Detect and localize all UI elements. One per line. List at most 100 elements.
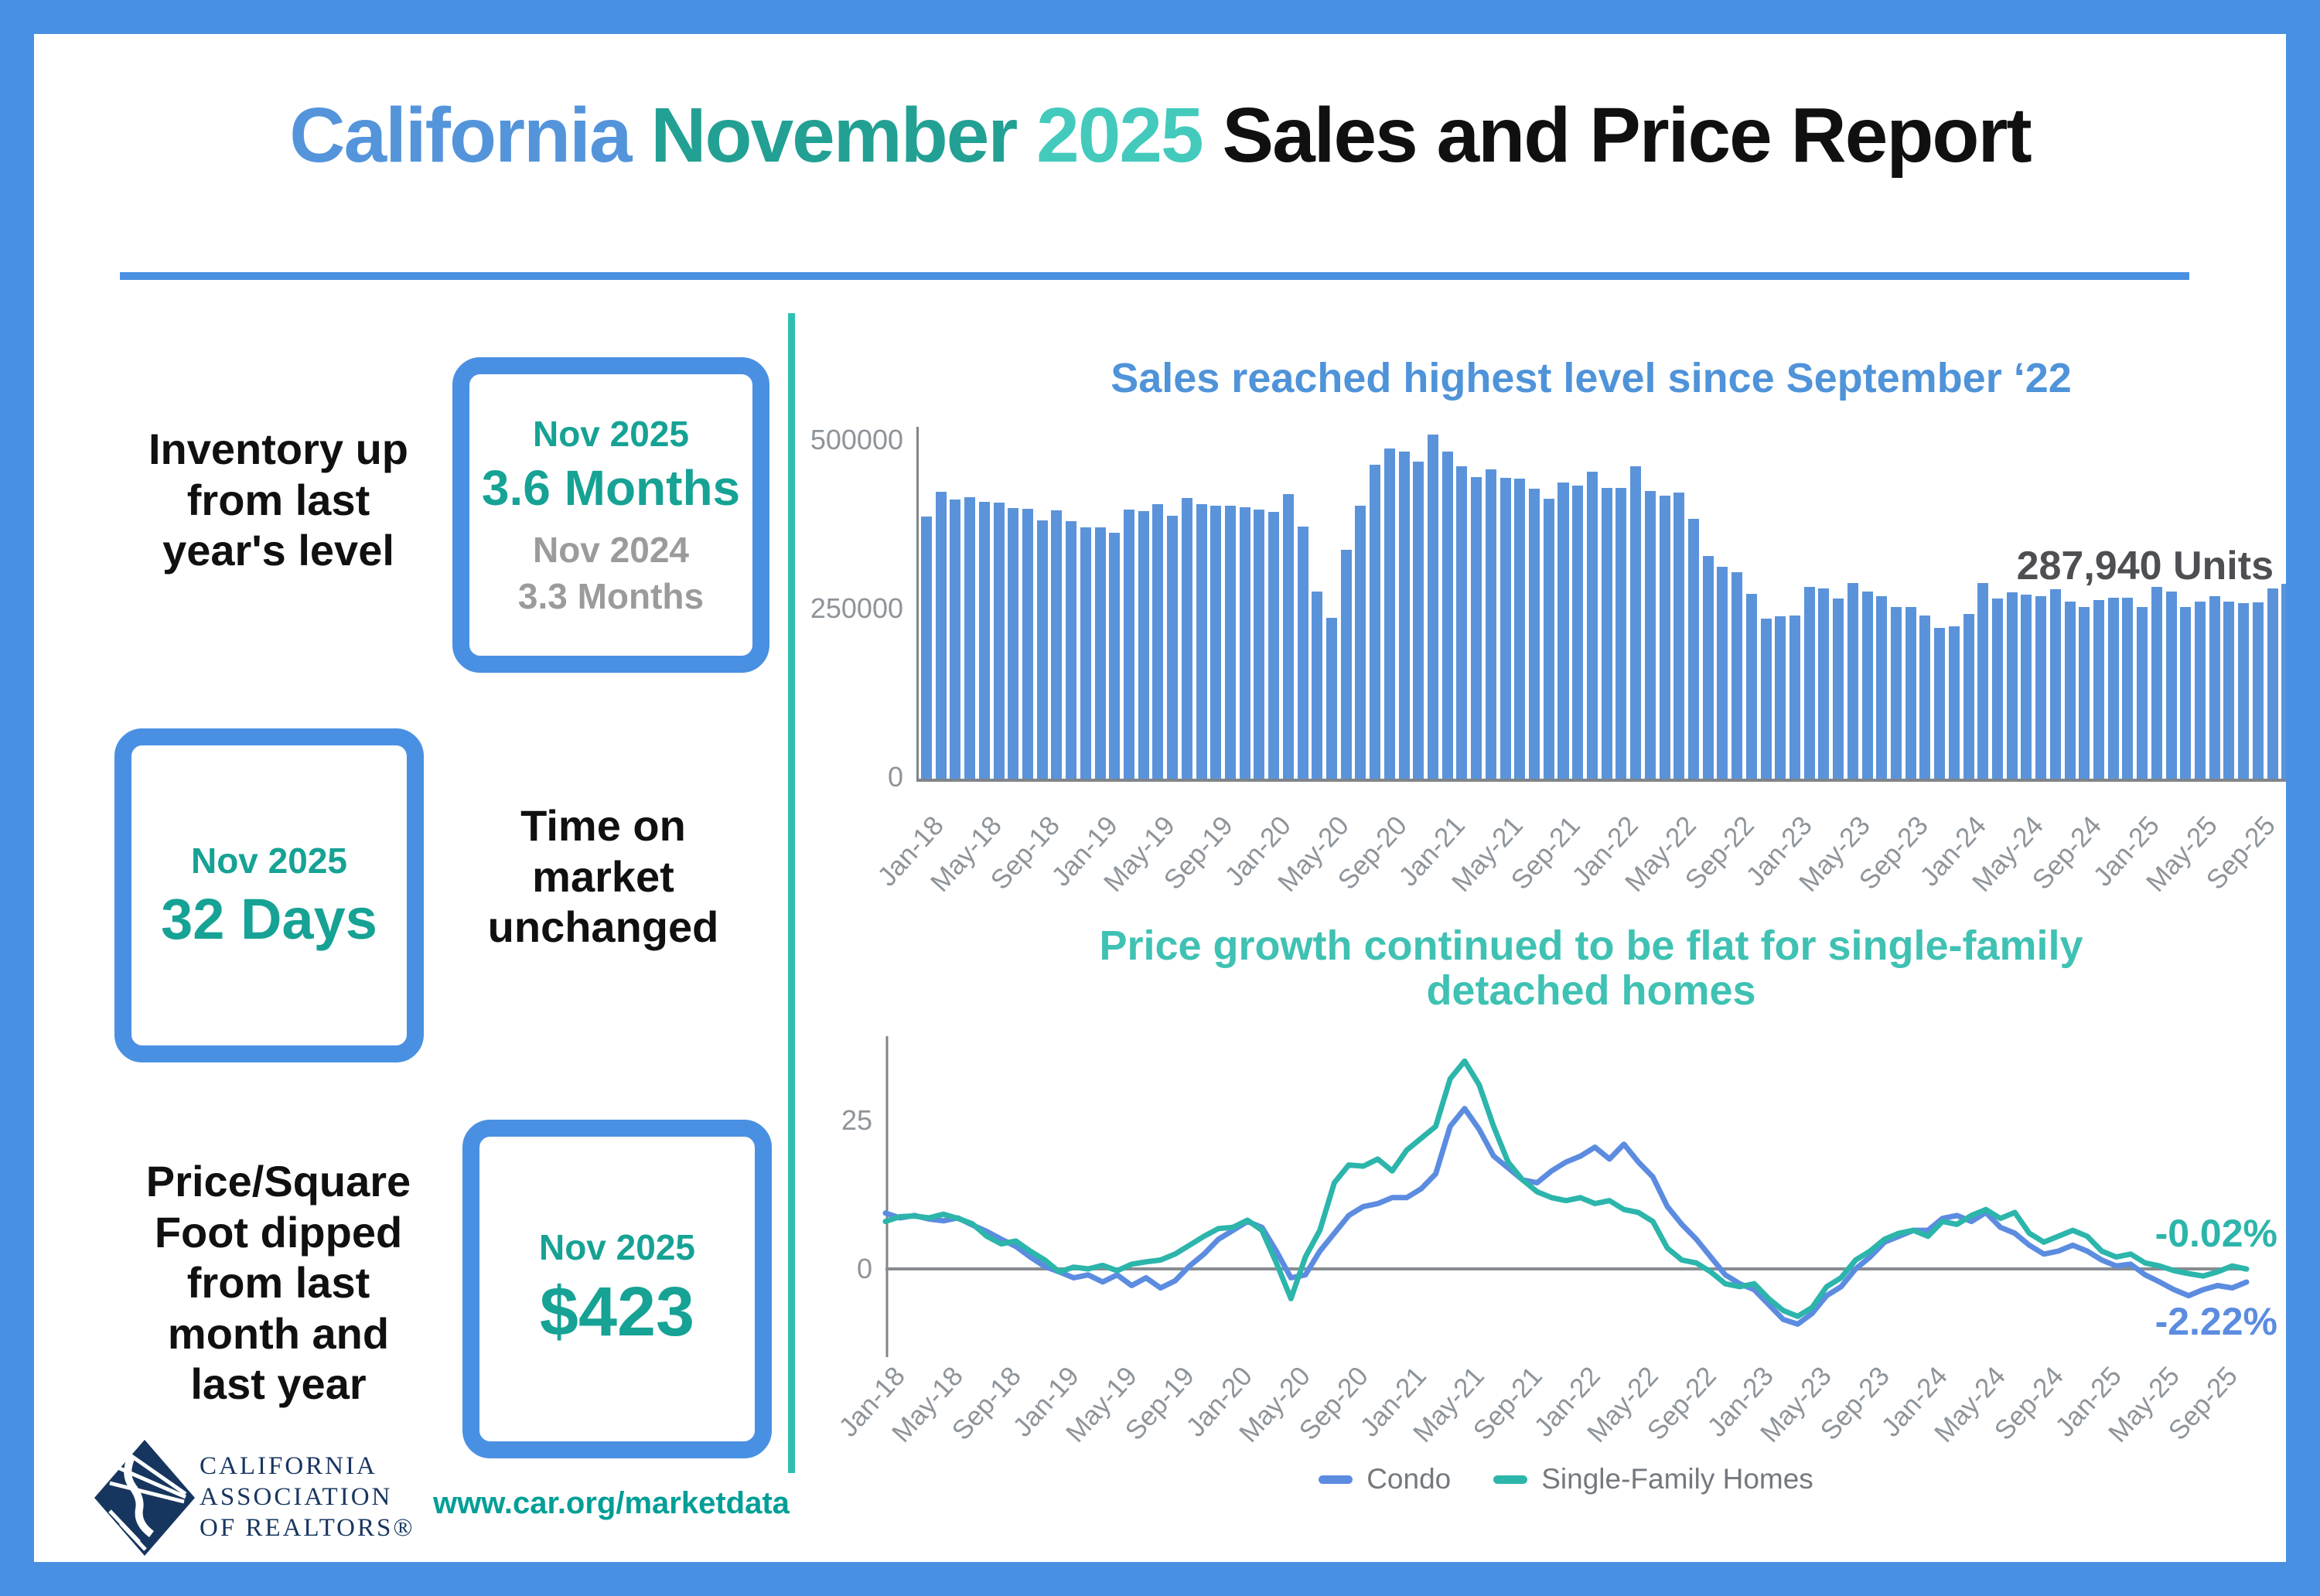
price-sqft-period: Nov 2025	[538, 1226, 695, 1267]
sales-bar	[1383, 448, 1395, 779]
sales-bar	[1109, 532, 1121, 779]
time-on-market-stat-box: Nov 2025 32 Days	[114, 728, 424, 1062]
sales-bar	[1991, 598, 2003, 779]
sales-bar	[1948, 626, 1960, 779]
sales-bar	[2107, 597, 2119, 779]
sales-bar	[1370, 464, 1381, 779]
sales-bar	[1601, 488, 1612, 779]
sales-bar	[1876, 596, 1888, 779]
sales-bar	[993, 503, 1005, 779]
sales-bar	[1615, 488, 1627, 779]
sales-bar	[2079, 607, 2090, 779]
sales-x-labels: Jan-18 May-18 Sep-18 Jan-19 May-19 Sep-19 Jan-…	[872, 810, 2291, 919]
sales-bar	[2137, 607, 2148, 779]
sales-bar	[1413, 462, 1424, 779]
sales-chart-title: Sales reached highest level since Septem…	[1111, 355, 2072, 401]
sales-bar	[1297, 527, 1308, 779]
sales-ytick-500000: 500000	[810, 424, 903, 455]
price-chart-title-line2: detached homes	[1426, 967, 1756, 1014]
sales-bar	[1833, 598, 1844, 779]
title-california: California	[289, 92, 632, 179]
sales-bar	[2194, 602, 2206, 779]
sales-bar	[1861, 591, 1873, 779]
sales-bar	[1181, 498, 1192, 779]
sales-bar	[1124, 510, 1135, 779]
sales-bar	[2151, 586, 2162, 779]
sales-bar	[2165, 591, 2177, 779]
sales-bar	[921, 516, 933, 779]
sales-bar	[1008, 508, 1019, 779]
sales-bar	[1572, 485, 1584, 779]
sales-bar	[1630, 466, 1642, 779]
price-chart-legend: Condo Single-Family Homes	[885, 1463, 2247, 1495]
condo-end-label: -2.22%	[2155, 1300, 2277, 1343]
sales-bar	[1355, 505, 1366, 779]
price-sqft-value: $423	[539, 1273, 695, 1351]
sales-bar	[1499, 478, 1511, 779]
sales-bar	[1789, 616, 1800, 779]
sales-bar	[950, 500, 961, 779]
sales-bar	[1210, 505, 1222, 779]
price-x-labels: Jan-18 May-18 Sep-18 Jan-19 May-19 Sep-19 Jan-…	[833, 1361, 2247, 1469]
sales-bar	[1963, 613, 1974, 779]
sales-ytick-0: 0	[887, 761, 903, 793]
sales-bar	[1312, 591, 1323, 779]
sales-bar	[1760, 618, 1772, 779]
price-sqft-label: Price/Square Foot dipped from last month…	[145, 1157, 411, 1409]
sales-bar	[2049, 589, 2061, 779]
sales-bar	[1036, 520, 1048, 779]
legend-item-single-family: Single-Family Homes	[1493, 1463, 1813, 1495]
sales-bar	[1919, 616, 1931, 779]
line-series-single-family-homes	[882, 1058, 2250, 1319]
sales-bar	[1847, 582, 1858, 779]
sales-bar	[2267, 588, 2278, 779]
sales-bar	[1225, 505, 1237, 779]
line-series-condo	[882, 1106, 2250, 1327]
sales-bar	[1326, 618, 1338, 779]
inventory-stat-box: Nov 2025 3.6 Months Nov 2024 3.3 Months	[452, 357, 769, 673]
marketdata-url[interactable]: www.car.org/marketdata	[433, 1486, 790, 1520]
sales-bar	[2093, 600, 2104, 779]
sales-bar	[1977, 582, 1989, 779]
price-chart-title-line1: Price growth continued to be flat for si…	[1099, 922, 2083, 969]
sales-bar	[2209, 596, 2220, 779]
sales-bar	[978, 501, 990, 779]
sales-bar	[2281, 584, 2293, 779]
sales-bar	[1485, 469, 1496, 779]
sales-bar	[1398, 451, 1410, 779]
sales-bar	[1268, 511, 1280, 779]
sales-bar	[1152, 504, 1164, 779]
inventory-stat-label: Inventory up from last year's level	[148, 425, 409, 575]
sales-bar	[1428, 435, 1439, 779]
sales-bar	[2252, 602, 2264, 779]
sales-bar	[1340, 549, 1352, 779]
single-family-line-swatch-icon	[1493, 1475, 1528, 1484]
sales-bar	[1745, 593, 1757, 779]
sales-annotation: 287,940 Units	[2016, 544, 2274, 588]
inventory-value: 3.6 Months	[481, 460, 741, 516]
sales-bar-plot	[916, 427, 2294, 782]
condo-line-swatch-icon	[1319, 1475, 1353, 1484]
sales-bar	[1659, 495, 1670, 779]
sales-bar	[1282, 494, 1294, 779]
title-report: Sales and Price Report	[1222, 92, 2032, 179]
sales-bar	[1196, 504, 1207, 779]
sales-bar	[1514, 478, 1526, 779]
sales-bar	[1557, 483, 1569, 779]
legend-single-family-label: Single-Family Homes	[1541, 1463, 1813, 1495]
vertical-separator	[788, 313, 795, 1473]
sales-bar	[2122, 597, 2134, 779]
sales-bar	[1471, 477, 1482, 779]
sales-bar	[1254, 510, 1265, 779]
sfh-end-label: -0.02%	[2155, 1212, 2277, 1255]
title-divider	[120, 272, 2189, 280]
sales-bar	[1167, 516, 1179, 779]
sales-bar	[2021, 595, 2032, 779]
title-year: 2025	[1036, 92, 1203, 179]
sales-bar	[1775, 616, 1786, 779]
sales-bar	[1803, 586, 1815, 779]
sales-bar	[1138, 510, 1149, 779]
sales-bar	[1066, 521, 1077, 779]
page-title: California November 2025 Sales and Price…	[34, 91, 2286, 180]
